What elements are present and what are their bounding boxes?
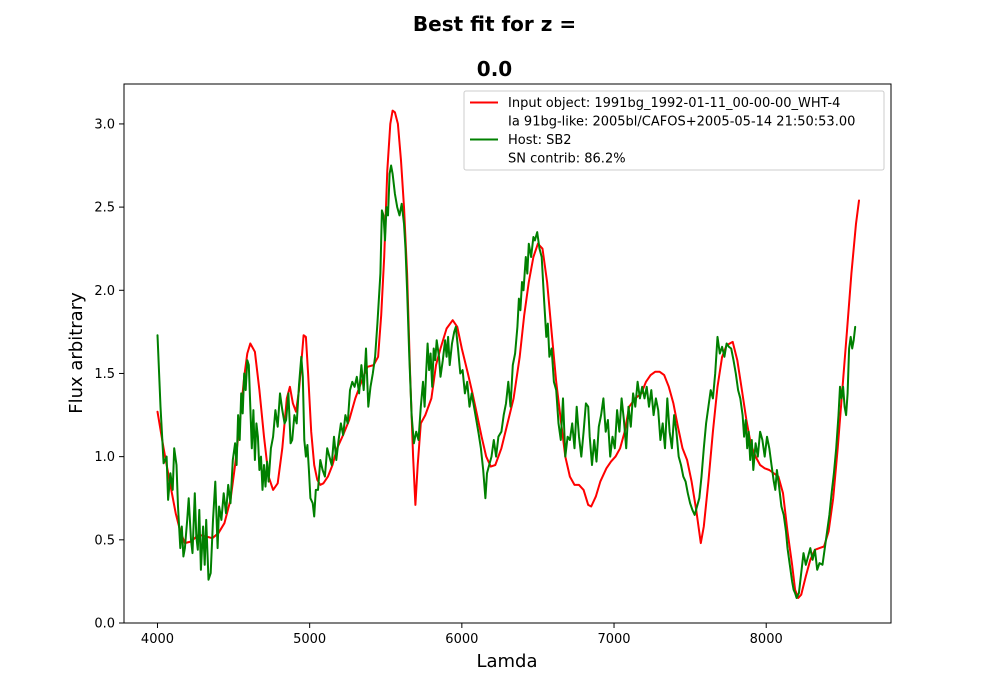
legend: Input object: 1991bg_1992-01-11_00-00-00… (463, 90, 885, 171)
y-tick-label: 3.0 (94, 117, 115, 132)
x-tick-label: 8000 (750, 632, 783, 647)
y-tick-label: 2.0 (94, 284, 115, 299)
y-tick-label: 1.5 (94, 367, 115, 382)
chart-title: 0.0 (476, 57, 513, 81)
y-tick-label: 1.0 (94, 450, 115, 465)
x-tick-label: 5000 (293, 632, 326, 647)
x-tick-label: 7000 (597, 632, 630, 647)
legend-entry-text: Input object: 1991bg_1992-01-11_00-00-00… (508, 96, 840, 111)
series-line-best-fit-template (156, 164, 857, 599)
legend-entry-text: Host: SB2 (508, 133, 572, 148)
y-axis-label: Flux arbitrary (66, 292, 87, 414)
legend-box (463, 90, 885, 171)
x-tick-label: 6000 (445, 632, 478, 647)
x-axis-label: Lamda (476, 651, 537, 672)
chart-suptitle: Best fit for z = (412, 12, 577, 36)
legend-entry-text: Ia 91bg-like: 2005bl/CAFOS+2005-05-14 21… (508, 115, 855, 130)
plot-frame (123, 83, 892, 624)
legend-entry-text: SN contrib: 86.2% (508, 152, 626, 167)
x-tick-label: 4000 (141, 632, 174, 647)
y-tick-label: 0.5 (94, 533, 115, 548)
y-tick-label: 2.5 (94, 201, 115, 216)
series-line-input-object (156, 109, 860, 599)
y-tick-label: 0.0 (94, 617, 115, 632)
